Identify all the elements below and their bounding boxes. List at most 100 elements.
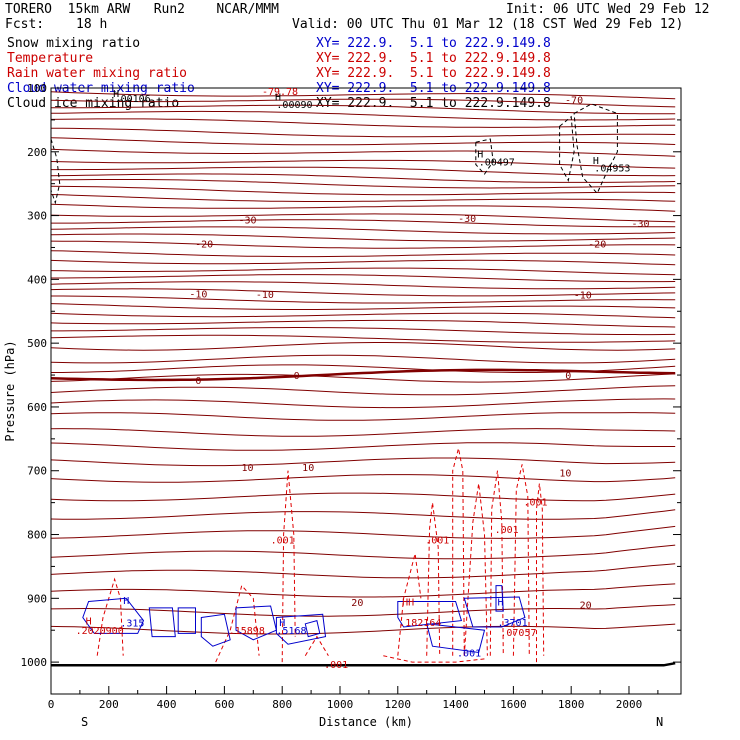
x-tick-label: 200 [99,698,119,711]
model-title: TORERO 15km ARW Run2 NCAR/MMM [5,2,279,17]
x-tick-label: 600 [214,698,234,711]
x-tick-label: 400 [157,698,177,711]
isotherm-line [51,259,676,266]
x-tick-label: 1400 [442,698,469,711]
extremum-label: .001 [495,525,519,536]
y-tick-label: 900 [27,592,47,605]
x-tick-label: 1600 [500,698,527,711]
isotherm-line [51,240,676,249]
isotherm-line [51,474,676,483]
isotherm-label: -30 [458,214,476,225]
ice-contour [559,115,575,182]
cloud-water-contour [397,601,463,628]
isotherm-label: 20 [351,598,363,609]
extremum-label: .00497 [479,157,515,168]
legend-temperature-xy: XY= 222.9. 5.1 to 222.9.149.8 [316,51,551,66]
rain-contour [452,448,465,656]
x-tick-label: 0 [48,698,55,711]
isotherm-label: -20 [195,240,213,251]
isotherm-line [51,267,676,276]
extremum-label: -79.78 [262,87,298,98]
isotherm-line [51,159,676,169]
isotherm-label: -30 [238,215,256,226]
isotherm-line [51,148,676,157]
isotherm-line [51,185,676,196]
isotherm-line [51,233,676,242]
cloud-water-contour [463,596,526,628]
isotherm-line [51,274,676,283]
extremum-label: H [279,618,285,629]
extremum-label: .2020900 [76,626,124,637]
y-axis-label: Pressure (hPa) [3,340,17,441]
rain-contour [536,483,545,663]
zero-isotherm-line [51,368,676,382]
isotherm-label: -10 [574,291,592,302]
x-tick-label: 2000 [616,698,643,711]
init-time: Init: 06 UTC Wed 29 Feb 12 [506,2,710,17]
x-tick-label: 800 [272,698,292,711]
y-tick-label: 400 [27,273,47,286]
ice-contour [475,138,494,175]
isotherm-line [51,544,676,560]
isotherm-line [51,583,676,598]
isotherm-line [51,104,676,115]
isotherm-line [51,342,676,351]
rain-contour [489,470,504,656]
isotherm-label: 0 [294,371,300,382]
isotherm-line [51,179,676,189]
extremum-label: .04953 [594,164,630,175]
isotherm-line [51,127,676,138]
extremum-label: .001 [524,497,548,508]
isotherm-line [51,137,676,146]
y-tick-label: 300 [27,210,47,223]
isotherm-label: 20 [580,601,592,612]
isotherm-label: -10 [189,289,207,300]
cloud-water-contour [82,597,145,634]
y-tick-label: 500 [27,337,47,350]
north-end-label: N [656,715,663,729]
y-tick-label: 1000 [21,656,48,669]
isotherm-line [51,623,676,635]
terrain-line [51,661,676,667]
isotherm-label: -70 [565,95,583,106]
valid-time: Valid: 00 UTC Thu 01 Mar 12 (18 CST Wed … [292,17,684,32]
extremum-label: .182164 [399,618,441,629]
isotherm-line [51,334,676,343]
rain-contour [426,502,441,656]
y-tick-label: 600 [27,401,47,414]
isotherm-line [51,98,676,108]
legend-snow-xy: XY= 222.9. 5.1 to 222.9.149.8 [316,36,551,51]
extremum-label: .07057 [500,628,536,639]
isotherm-line [51,219,676,228]
legend-temperature: Temperature [7,51,94,66]
isotherm-line [51,509,676,520]
x-axis-label: Distance (km) [319,715,413,729]
forecast-label: Fcst: [5,17,45,32]
y-tick-label: 200 [27,146,47,159]
isotherm-line [51,110,676,121]
cloud-water-contour [304,619,321,638]
isotherm-line [51,604,676,617]
isotherm-line [51,173,676,183]
plot-frame [50,87,682,695]
extremum-label: H [86,617,92,628]
isotherm-line [51,319,676,328]
cloud-water-contour [148,607,176,638]
south-end-label: S [81,715,88,729]
isotherm-line [51,194,676,202]
contour-layer [51,91,676,667]
isotherm-label: -20 [588,240,606,251]
isotherm-label: 10 [302,463,314,474]
isotherm-label: -10 [256,290,274,301]
isotherm-line [51,354,676,364]
isotherm-label: 10 [559,469,571,480]
extremum-label: .001 [324,660,348,671]
isotherm-line [51,525,676,539]
isotherm-line [51,213,676,223]
extremum-label: .15898 [229,626,265,637]
extremum-label: .315 [120,619,144,630]
cloud-water-contour [235,605,277,641]
y-tick-label: 100 [27,82,47,95]
